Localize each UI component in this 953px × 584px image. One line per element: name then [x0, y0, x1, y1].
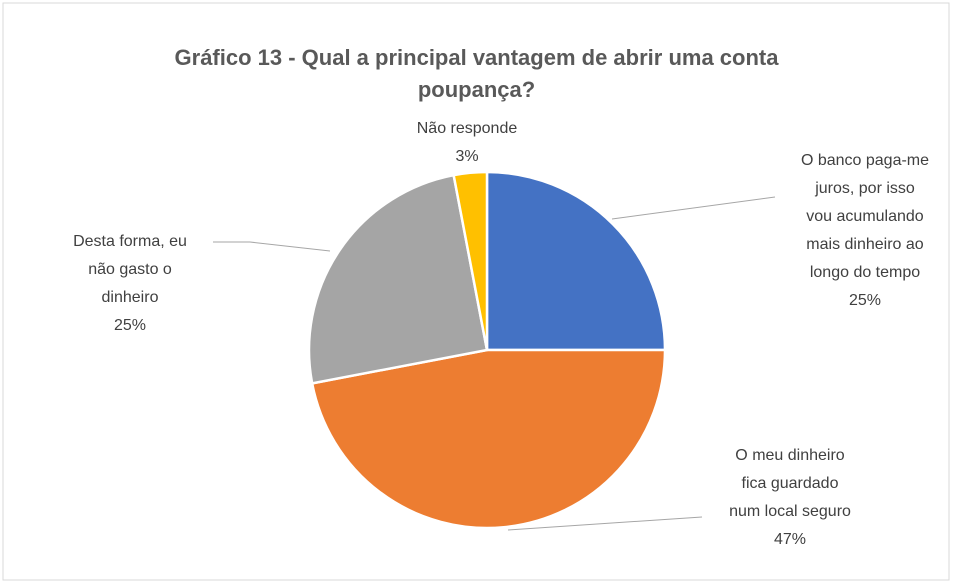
leader-line	[213, 241, 331, 252]
category-label: Desta forma, eu não gasto o dinheiro	[73, 233, 187, 306]
data-label: O meu dinheiro fica guardado num local s…	[690, 442, 890, 554]
category-label: Não responde	[416, 120, 518, 137]
pie-slice	[452, 170, 489, 351]
data-label: O banco paga-me juros, por isso vou acum…	[765, 147, 953, 315]
slices	[307, 170, 667, 530]
chart-title: Gráfico 13 - Qual a principal vantagem d…	[174, 45, 779, 102]
value-label: 25%	[113, 317, 147, 334]
value-label: 3%	[455, 148, 479, 165]
leader-line	[507, 516, 703, 531]
data-label: Não responde 3%	[367, 115, 567, 171]
category-label: O banco paga-me juros, por isso vou acum…	[800, 152, 930, 281]
value-label: 47%	[773, 531, 807, 548]
pie-slice	[310, 348, 667, 530]
category-label: O meu dinheiro fica guardado num local s…	[729, 447, 851, 520]
pie-slice	[485, 170, 667, 352]
pie-slice	[307, 173, 489, 385]
leader-line	[611, 196, 776, 220]
value-label: 25%	[848, 292, 882, 309]
data-label: Desta forma, eu não gasto o dinheiro 25%	[30, 228, 230, 340]
